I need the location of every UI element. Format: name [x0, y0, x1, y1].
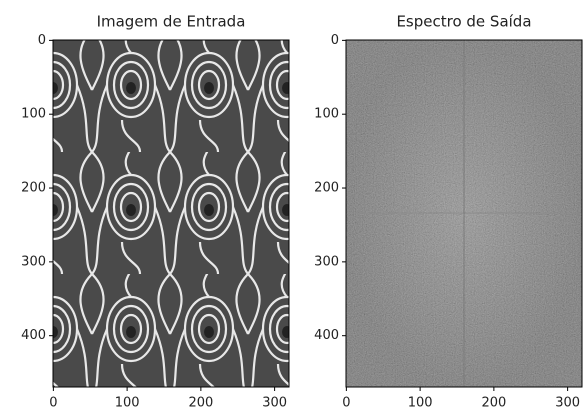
- y-tick-label: 0: [38, 33, 46, 48]
- y-tick-label: 300: [21, 254, 46, 269]
- x-tick-label: 200: [481, 396, 506, 411]
- figure: Imagem de Entrada 0 100 200 300 400 0 100 200 300…: [0, 0, 584, 412]
- x-tick-label: 200: [188, 396, 213, 411]
- y-tick-label: 200: [21, 181, 46, 196]
- y-tick-label: 400: [314, 328, 339, 343]
- y-tick-label: 100: [21, 107, 46, 122]
- x-tick-label: 100: [115, 396, 140, 411]
- x-tick-label: 100: [408, 396, 433, 411]
- x-tick-label: 300: [262, 396, 287, 411]
- chart-title: Imagem de Entrada: [97, 13, 246, 31]
- x-tick-label: 0: [49, 396, 57, 411]
- y-tick-label: 0: [331, 33, 339, 48]
- y-tick-label: 300: [314, 254, 339, 269]
- x-tick-label: 0: [342, 396, 350, 411]
- y-tick-label: 200: [314, 181, 339, 196]
- y-tick-label: 400: [21, 328, 46, 343]
- x-tick-label: 300: [555, 396, 580, 411]
- chart-title: Espectro de Saída: [396, 13, 531, 31]
- input-image: [53, 40, 289, 387]
- y-tick-label: 100: [314, 107, 339, 122]
